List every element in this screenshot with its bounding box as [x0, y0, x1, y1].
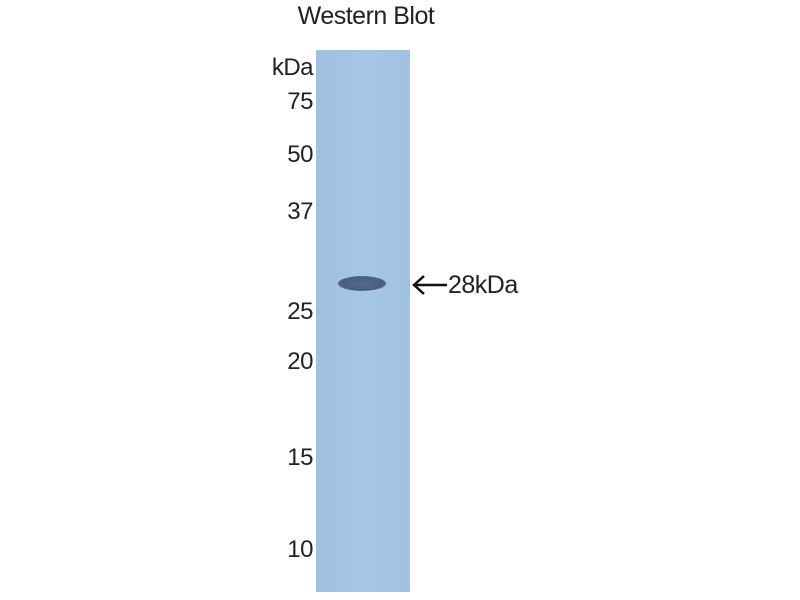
marker-50: 50 — [287, 141, 313, 168]
arrow-left-icon — [412, 275, 447, 295]
band-size-label: 28kDa — [448, 271, 518, 299]
blot-lane — [316, 50, 410, 592]
marker-15: 15 — [287, 444, 313, 471]
marker-75: 75 — [287, 88, 313, 115]
marker-25: 25 — [287, 298, 313, 325]
marker-20: 20 — [287, 348, 313, 375]
blot-title: Western Blot — [297, 2, 435, 30]
protein-band — [338, 276, 386, 291]
marker-37: 37 — [287, 198, 313, 225]
unit-label: kDa — [271, 54, 314, 81]
marker-10: 10 — [287, 536, 313, 563]
